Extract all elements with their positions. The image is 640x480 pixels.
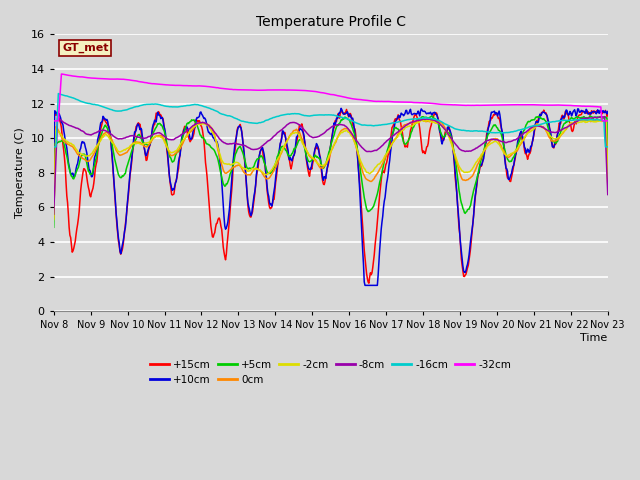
- Y-axis label: Temperature (C): Temperature (C): [15, 128, 25, 218]
- Text: GT_met: GT_met: [62, 43, 109, 53]
- Title: Temperature Profile C: Temperature Profile C: [256, 15, 406, 29]
- X-axis label: Time: Time: [580, 333, 608, 343]
- Legend: +15cm, +10cm, +5cm, 0cm, -2cm, -8cm, -16cm, -32cm: +15cm, +10cm, +5cm, 0cm, -2cm, -8cm, -16…: [146, 356, 515, 389]
